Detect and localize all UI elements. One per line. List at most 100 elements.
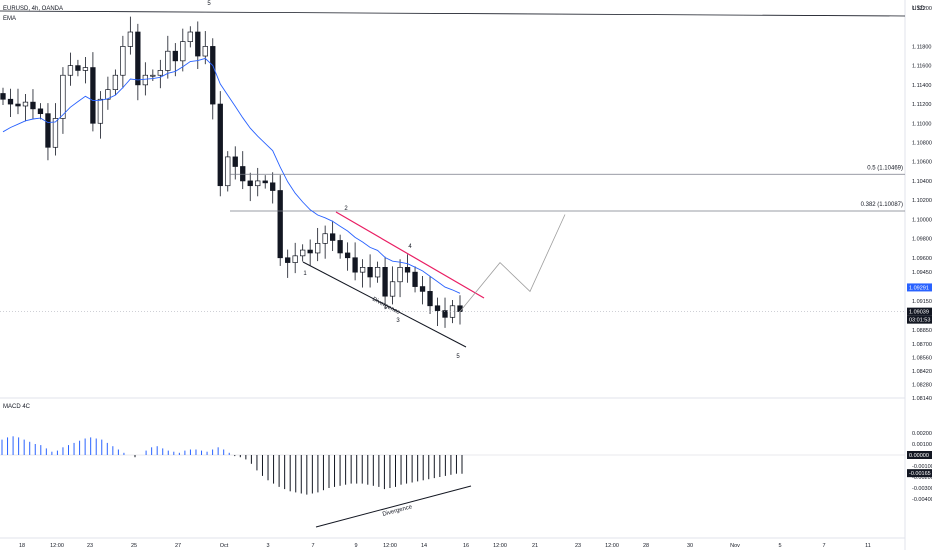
price-tick-label: 1.08560 [912,356,932,362]
candle-bearish [382,267,388,297]
time-axis-label: 23 [87,543,93,549]
price-tick-label: 1.09800 [912,237,932,243]
candle-bearish [337,240,343,254]
candle-bearish [195,31,201,57]
wave-label-5: 5 [456,354,460,360]
candle-bearish [232,156,238,167]
macd-badge [907,469,932,478]
candle-bullish [300,249,306,257]
price-tick-label: 1.11800 [912,44,931,50]
macd-tick-label: 0.00200 [912,431,932,437]
candle-bullish [322,233,328,244]
candle-bullish [52,118,59,148]
candle-bullish [157,70,163,76]
candle-bearish [30,101,36,110]
price-tick-label: 1.08850 [912,328,932,334]
candle-bearish [172,50,178,62]
ema-legend-label: EMA [3,16,16,22]
wave-label-2: 2 [344,206,348,212]
candle-bearish [277,190,283,259]
fib-0382-label: 0.382 (1.10087) [861,202,903,208]
candle-bullish [120,46,126,76]
time-axis-label: 25 [131,543,137,549]
macd-histogram [0,436,905,495]
candle-bullish [105,89,111,100]
price-tick-label: 1.10400 [912,179,932,185]
price-badge [907,307,932,316]
top-trendline [0,10,906,17]
time-axis-label: 30 [687,543,693,549]
price-tick-label: 1.11600 [912,64,931,70]
macd-tick-label: 0.00100 [912,442,932,448]
candle-bullish [142,74,148,86]
candle-bearish [367,267,373,278]
candle-bullish [397,267,403,283]
candle-bearish [412,271,418,287]
candle-bearish [434,305,441,311]
time-axis-label: 14 [421,543,427,549]
time-axis-label: 12:00 [50,543,64,549]
time-axis-label: 21 [532,543,538,549]
symbol-title: EURUSD, 4h, OANDA [3,6,63,12]
macd-tick-label: -0.00200 [912,475,932,481]
price-badge [907,283,932,292]
plot-background [0,0,905,540]
candle-bullish [127,31,134,47]
candle-bullish [165,50,171,71]
candles [0,16,463,328]
candle-bearish [210,46,216,105]
wave-label-4: 4 [408,244,412,250]
candle-bullish [225,156,231,187]
candle-bearish [45,113,51,148]
price-tick-label: 1.08280 [912,383,932,389]
candle-bearish [352,257,358,273]
time-axis-label: 9 [354,543,357,549]
time-axis-label: 16 [463,543,469,549]
wave-label-1: 1 [303,271,307,277]
macd-tick-label: -0.00400 [912,497,932,503]
drawings [0,10,906,528]
macd-badge-text: 0.00000 [909,453,929,459]
projection-path [459,214,566,312]
macd-tick-label: -0.00300 [912,486,932,492]
candle-bearish [329,233,336,241]
candle-bullish [112,74,119,91]
time-axis-label: 5 [778,543,781,549]
time-axis-label: 28 [643,543,649,549]
price-badge-text: 03:01:53 [909,318,930,324]
price-tick-label: 1.11400 [912,83,931,89]
time-axis-label: Oct [220,543,229,549]
candle-bullish [82,67,89,71]
candle-bullish [255,180,261,187]
wave-label-top: 5 [207,1,211,7]
price-badge [907,315,932,324]
price-tick-label: 1.08140 [912,396,932,402]
candle-bullish [97,98,104,124]
candle-bullish [187,31,193,42]
candle-bullish [180,41,186,62]
candle-bearish [240,166,246,182]
price-tick-label: 1.10200 [912,198,932,204]
time-axis-label: 3 [266,543,269,549]
candle-bearish [404,267,411,273]
candle-bearish [262,180,268,184]
price-tick-label: 1.09150 [912,299,932,305]
time-axis-label: 11 [865,543,871,549]
candle-bearish [270,182,276,191]
candle-bullish [67,65,74,76]
candle-bearish [344,252,351,259]
candle-bearish [419,286,426,292]
candle-bullish [374,267,381,278]
price-tick-label: 1.11000 [912,121,931,127]
wave-label-3: 3 [396,318,400,324]
candle-bearish [15,103,21,107]
price-badge-text: 1.09291 [909,285,929,291]
time-axis-label: 23 [575,543,581,549]
price-tick-label: 1.09450 [912,270,932,276]
price-badge-text: 1.09039 [909,310,929,316]
candle-bullish [292,255,298,263]
macd-legend-label: MACD 4C [3,404,31,410]
candle-bearish [90,67,96,124]
